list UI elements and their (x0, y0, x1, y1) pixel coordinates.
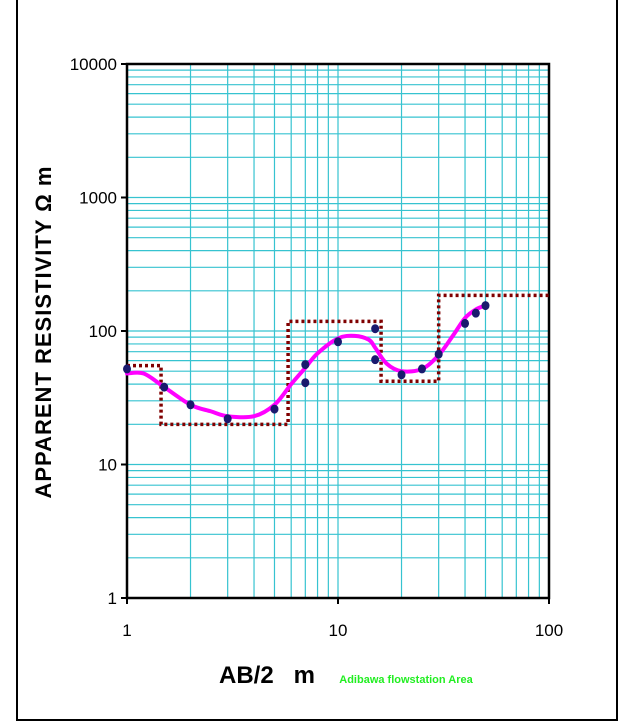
y-tick-label: 10000 (70, 55, 117, 74)
data-point (417, 364, 426, 374)
data-point (301, 360, 310, 370)
data-point (186, 400, 195, 410)
x-tick-label: 100 (535, 621, 563, 640)
data-point (223, 414, 232, 424)
chart-subtitle: Adibawa flowstation Area (339, 674, 473, 686)
y-tick-label: 1 (108, 589, 117, 608)
data-point (371, 324, 380, 334)
x-tick-labels: 1 10 100 (122, 621, 563, 640)
data-point (471, 308, 480, 318)
data-point (481, 301, 490, 311)
layer-model-line (127, 293, 549, 427)
y-tick-label: 1000 (79, 189, 117, 208)
data-point (434, 349, 443, 359)
axis-ticks (121, 63, 550, 604)
data-point (301, 378, 310, 388)
x-tick-label: 1 (122, 621, 131, 640)
layer-model-group (127, 293, 549, 427)
chart-frame (16, 0, 618, 721)
data-point (334, 337, 342, 347)
y-tick-label: 100 (89, 322, 117, 341)
y-tick-labels: 1 10 100 1000 10000 (70, 55, 117, 608)
data-point (461, 318, 470, 328)
x-tick-label: 10 (329, 621, 348, 640)
x-axis-label: AB/2 m (219, 662, 315, 689)
grid-lines (127, 64, 549, 598)
data-point (371, 355, 380, 365)
data-point (160, 382, 169, 392)
y-tick-label: 10 (98, 456, 117, 475)
y-axis-label: APPARENT RESISTIVITY Ω m (31, 166, 56, 499)
data-point (397, 370, 406, 380)
data-points-group (123, 301, 490, 424)
data-point (270, 404, 279, 414)
data-point (123, 364, 131, 374)
